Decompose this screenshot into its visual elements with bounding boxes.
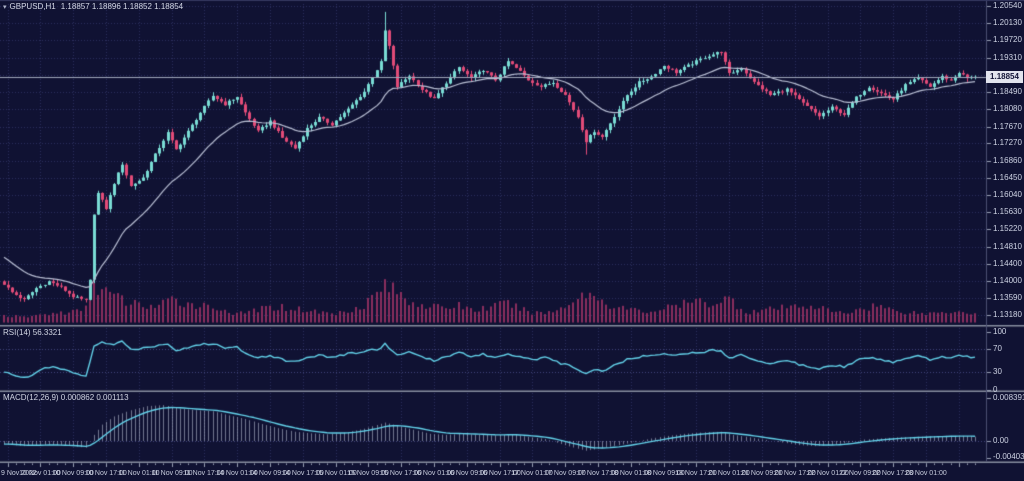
time-axis-label: 23 Nov 01:00 bbox=[905, 470, 947, 477]
time-axis-label: 15 Nov 01:00 bbox=[315, 470, 357, 477]
price-axis-label: 1.16860 bbox=[993, 156, 1022, 165]
time-axis-label: 21 Nov 09:00 bbox=[741, 470, 783, 477]
time-axis-label: 22 Nov 01:00 bbox=[807, 470, 849, 477]
time-axis-label: 10 Nov 09:00 bbox=[52, 470, 94, 477]
time-axis-label: 17 Nov 17:00 bbox=[577, 470, 619, 477]
time-axis-label: 22 Nov 09:00 bbox=[839, 470, 881, 477]
price-axis-label: 1.14000 bbox=[993, 276, 1022, 285]
price-axis-label: 1.18080 bbox=[993, 104, 1022, 113]
ohlc-values: 1.18857 1.18896 1.18852 1.18854 bbox=[60, 2, 184, 11]
rsi-axis-label: 100 bbox=[993, 327, 1007, 336]
price-axis-label: 1.15220 bbox=[993, 224, 1022, 233]
price-axis-label: 1.15630 bbox=[993, 207, 1022, 216]
time-axis-label: 17 Nov 01:00 bbox=[511, 470, 553, 477]
time-axis-label: 18 Nov 17:00 bbox=[675, 470, 717, 477]
time-axis[interactable]: 9 Nov 2022 10 Nov 01:00 10 Nov 09:00 10 Nov… bbox=[0, 462, 1024, 481]
price-axis[interactable]: 1.20540 1.20130 1.19720 1.19310 1.18490 1.180… bbox=[986, 0, 1024, 462]
time-axis-label: 14 Nov 01:00 bbox=[216, 470, 258, 477]
symbol-timeframe: GBPUSD,H1 bbox=[9, 2, 56, 11]
time-axis-label: 17 Nov 09:00 bbox=[544, 470, 586, 477]
price-axis-label: 1.17670 bbox=[993, 122, 1022, 131]
price-axis-label: 1.16450 bbox=[993, 173, 1022, 182]
time-axis-label: 18 Nov 01:00 bbox=[610, 470, 652, 477]
macd-axis-label: 0.008391 bbox=[993, 393, 1024, 402]
price-axis-label: 1.19310 bbox=[993, 53, 1022, 62]
time-axis-label: 10 Nov 17:00 bbox=[85, 470, 127, 477]
chart-icon: ▾ bbox=[3, 4, 7, 11]
time-axis-label: 11 Nov 09:00 bbox=[151, 470, 193, 477]
time-axis-label: 16 Nov 09:00 bbox=[446, 470, 488, 477]
rsi-axis-label: 0 bbox=[993, 385, 998, 394]
rsi-axis-label: 30 bbox=[993, 367, 1002, 376]
chart-title: ▾ GBPUSD,H1 1.18857 1.18896 1.18852 1.1885… bbox=[3, 2, 183, 13]
price-axis-label: 1.17270 bbox=[993, 138, 1022, 147]
time-axis-label: 16 Nov 01:00 bbox=[413, 470, 455, 477]
rsi-axis-label: 70 bbox=[993, 344, 1002, 353]
time-axis-label: 15 Nov 09:00 bbox=[347, 470, 389, 477]
price-axis-label: 1.14810 bbox=[993, 242, 1022, 251]
rsi-indicator-label: RSI(14) 56.3321 bbox=[3, 328, 62, 337]
time-axis-label: 14 Nov 17:00 bbox=[282, 470, 324, 477]
price-axis-label: 1.19720 bbox=[993, 35, 1022, 44]
macd-axis-label: 0.00 bbox=[993, 436, 1009, 445]
current-price-box: 1.18854 bbox=[986, 71, 1023, 83]
time-axis-label: 14 Nov 09:00 bbox=[249, 470, 291, 477]
time-axis-label: 15 Nov 17:00 bbox=[380, 470, 422, 477]
time-axis-label: 21 Nov 17:00 bbox=[774, 470, 816, 477]
price-axis-label: 1.18490 bbox=[993, 87, 1022, 96]
time-axis-label: 22 Nov 17:00 bbox=[872, 470, 914, 477]
price-axis-label: 1.13590 bbox=[993, 293, 1022, 302]
current-price-value: 1.18854 bbox=[990, 72, 1019, 81]
time-axis-label: 10 Nov 01:00 bbox=[19, 470, 61, 477]
price-axis-label: 1.14400 bbox=[993, 259, 1022, 268]
time-axis-label: 16 Nov 17:00 bbox=[479, 470, 521, 477]
time-axis-label: 9 Nov 2022 bbox=[1, 470, 37, 477]
price-axis-label: 1.20130 bbox=[993, 18, 1022, 27]
time-axis-label: 11 Nov 17:00 bbox=[183, 470, 225, 477]
time-axis-label: 11 Nov 01:00 bbox=[118, 470, 160, 477]
macd-indicator-label: MACD(12,26,9) 0.000862 0.001113 bbox=[3, 393, 129, 402]
price-axis-label: 1.13180 bbox=[993, 310, 1022, 319]
time-axis-label: 18 Nov 09:00 bbox=[643, 470, 685, 477]
price-axis-label: 1.16040 bbox=[993, 190, 1022, 199]
macd-axis-label: -0.004035 bbox=[993, 452, 1024, 461]
time-axis-label: 21 Nov 01:00 bbox=[708, 470, 750, 477]
price-axis-label: 1.20540 bbox=[993, 1, 1022, 10]
